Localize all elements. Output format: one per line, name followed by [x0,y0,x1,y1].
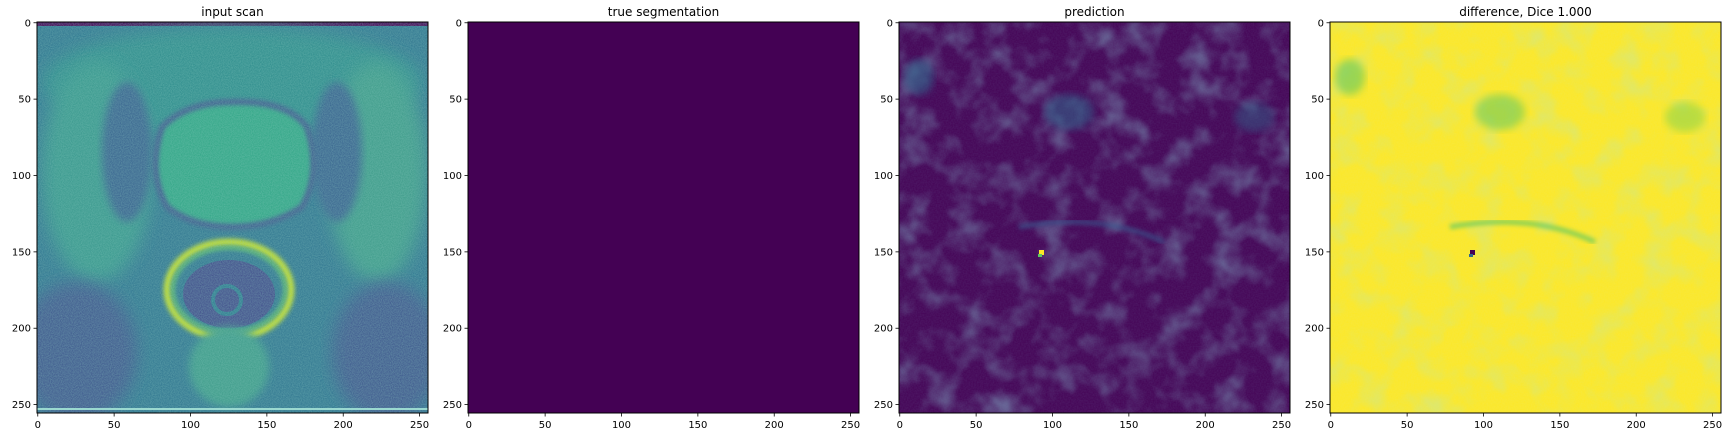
y-tick-label: 100 [1305,171,1324,182]
y-tick-label: 0 [25,18,31,29]
x-tick-label: 150 [1119,420,1138,431]
axes-frame [36,21,429,414]
heatmap-image [1330,22,1721,413]
y-tick-label: 250 [1305,400,1324,411]
panel-title: difference, Dice 1.000 [1459,5,1592,19]
x-tick-label: 250 [1272,420,1291,431]
x-tick-label: 150 [1550,420,1569,431]
panel-title: prediction [1064,5,1124,19]
x-tick-label: 50 [970,420,983,431]
axes-frame [467,21,860,414]
y-tick-label: 150 [12,247,31,258]
y-tick-label: 150 [874,247,893,258]
x-tick-label: 250 [1703,420,1722,431]
x-axis: 0 50 100 150 200 250 [897,413,1291,431]
y-tick-label: 200 [874,324,893,335]
panel-difference: difference, Dice 1.000 0 50 100 150 200 250 0… [1305,5,1722,431]
heatmap-image [37,22,428,413]
x-tick-label: 100 [181,420,200,431]
x-tick-label: 50 [539,420,552,431]
x-tick-label: 100 [1043,420,1062,431]
panel-prediction: prediction 0 50 100 150 200 250 0 50 100 150 200 2… [874,5,1291,431]
x-tick-label: 100 [1474,420,1493,431]
x-tick-label: 150 [257,420,276,431]
y-tick-label: 100 [12,171,31,182]
x-tick-label: 0 [466,420,472,431]
x-tick-label: 0 [35,420,41,431]
x-axis: 0 50 100 150 200 250 [1328,413,1722,431]
y-axis: 0 50 100 150 200 250 [1305,18,1330,411]
panel-input-scan: input scan 0 50 100 150 200 250 0 50 100 150 200 2… [12,5,429,431]
y-tick-label: 150 [1305,247,1324,258]
x-tick-label: 200 [1627,420,1646,431]
x-tick-label: 200 [1196,420,1215,431]
x-axis: 0 50 100 150 200 250 [35,413,429,431]
y-tick-label: 250 [443,400,462,411]
panel-true-segmentation: true segmentation 0 50 100 150 200 250 0 50 100… [443,5,860,431]
y-tick-label: 0 [1318,18,1324,29]
x-tick-label: 200 [334,420,353,431]
y-tick-label: 200 [12,324,31,335]
y-tick-label: 200 [1305,324,1324,335]
x-tick-label: 250 [410,420,429,431]
x-tick-label: 200 [765,420,784,431]
axes-frame [898,21,1291,414]
y-tick-label: 250 [12,400,31,411]
x-tick-label: 0 [1328,420,1334,431]
y-tick-label: 200 [443,324,462,335]
x-tick-label: 50 [108,420,121,431]
y-tick-label: 100 [443,171,462,182]
y-axis: 0 50 100 150 200 250 [443,18,468,411]
y-tick-label: 50 [18,95,31,106]
y-tick-label: 50 [880,95,893,106]
x-tick-label: 250 [841,420,860,431]
y-tick-label: 50 [1311,95,1324,106]
y-tick-label: 50 [449,95,462,106]
heatmap-image [468,22,859,413]
y-axis: 0 50 100 150 200 250 [12,18,37,411]
panel-title: input scan [201,5,264,19]
axes-frame [1329,21,1722,414]
heatmap-image [899,22,1290,413]
x-tick-label: 50 [1401,420,1414,431]
y-tick-label: 0 [887,18,893,29]
x-tick-label: 0 [897,420,903,431]
x-tick-label: 100 [612,420,631,431]
y-tick-label: 150 [443,247,462,258]
panel-title: true segmentation [608,5,719,19]
x-tick-label: 150 [688,420,707,431]
y-tick-label: 0 [456,18,462,29]
y-axis: 0 50 100 150 200 250 [874,18,899,411]
x-axis: 0 50 100 150 200 250 [466,413,860,431]
y-tick-label: 100 [874,171,893,182]
y-tick-label: 250 [874,400,893,411]
